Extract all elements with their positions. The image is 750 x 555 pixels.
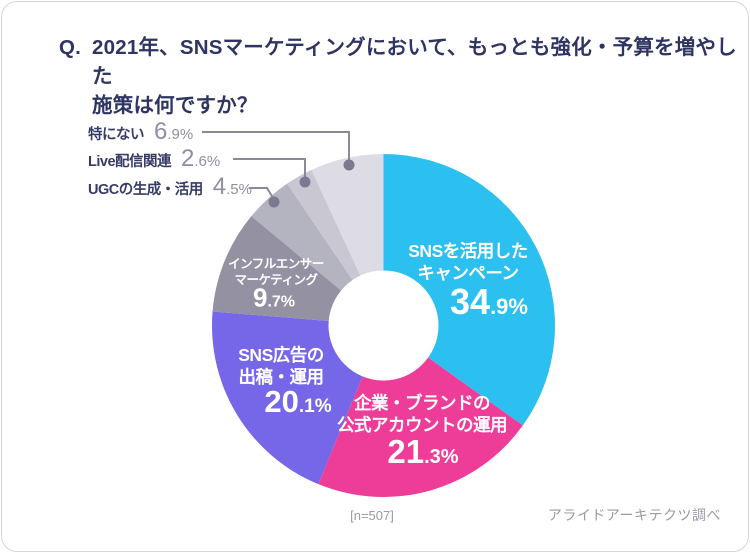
donut-hole [329,271,439,381]
leader-line-none [202,132,349,161]
sample-size: [n=507] [350,508,394,523]
leader-line-ugc-creation [249,188,273,198]
leader-dot-none [344,160,355,171]
leader-dot-ugc-creation [269,197,280,208]
leader-dot-live-streaming [300,177,311,188]
source-credit: アライドアーキテクツ調べ [548,505,721,525]
leader-line-live-streaming [233,159,305,178]
